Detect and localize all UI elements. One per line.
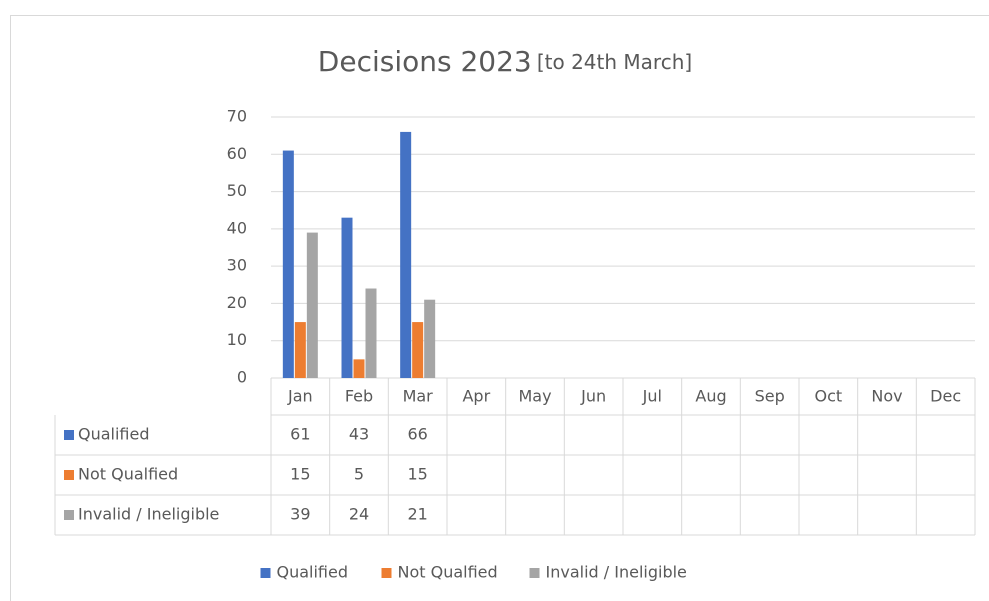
table-cell: 24	[349, 505, 369, 524]
legend-label: Qualified	[277, 563, 349, 582]
bar	[341, 217, 353, 378]
table-legend-key	[64, 430, 74, 440]
table-legend-key	[64, 510, 74, 520]
table-row-label: Qualified	[78, 425, 150, 444]
y-tick-label: 10	[227, 330, 247, 349]
title-main: Decisions 2023	[318, 45, 532, 78]
legend-key	[381, 568, 392, 578]
x-tick-label: Jul	[642, 387, 662, 406]
bar	[365, 288, 377, 378]
table-cell: 61	[290, 425, 310, 444]
table-row-label: Not Qualfied	[78, 465, 178, 484]
chart-border	[10, 15, 989, 601]
y-tick-label: 40	[227, 218, 247, 237]
chart-title: Decisions 2023 [to 24th March]	[318, 45, 692, 78]
table-cell: 43	[349, 425, 369, 444]
table-row-label: Invalid / Ineligible	[78, 505, 219, 524]
bar	[400, 131, 412, 378]
x-tick-label: Mar	[403, 387, 434, 406]
x-tick-label: Apr	[462, 387, 490, 406]
x-tick-label: Aug	[695, 387, 726, 406]
x-tick-label: May	[518, 387, 551, 406]
x-tick-label: Jan	[287, 387, 313, 406]
legend-label: Not Qualfied	[398, 563, 498, 582]
x-tick-label: Oct	[814, 387, 842, 406]
y-tick-label: 0	[237, 368, 247, 387]
legend-key	[260, 568, 271, 578]
legend-key	[529, 568, 540, 578]
legend-label: Invalid / Ineligible	[546, 563, 687, 582]
bar	[282, 150, 294, 378]
chart-subtitle: [to 24th March]	[537, 50, 692, 74]
x-tick-label: Feb	[345, 387, 373, 406]
y-tick-label: 60	[227, 144, 247, 163]
table-cell: 5	[354, 465, 364, 484]
table-legend-key	[64, 470, 74, 480]
table-cell: 15	[407, 465, 427, 484]
y-tick-label: 70	[227, 107, 247, 126]
bar	[294, 322, 306, 378]
bar	[412, 322, 424, 378]
bar	[306, 232, 318, 378]
y-tick-label: 50	[227, 181, 247, 200]
bar	[424, 299, 436, 378]
y-tick-label: 30	[227, 256, 247, 275]
x-tick-label: Dec	[930, 387, 961, 406]
table-cell: 66	[407, 425, 427, 444]
table-cell: 21	[407, 505, 427, 524]
x-tick-label: Sep	[755, 387, 785, 406]
bar	[353, 359, 365, 378]
table-cell: 39	[290, 505, 310, 524]
x-tick-label: Jun	[580, 387, 606, 406]
x-tick-label: Nov	[871, 387, 902, 406]
y-tick-label: 20	[227, 293, 247, 312]
table-cell: 15	[290, 465, 310, 484]
